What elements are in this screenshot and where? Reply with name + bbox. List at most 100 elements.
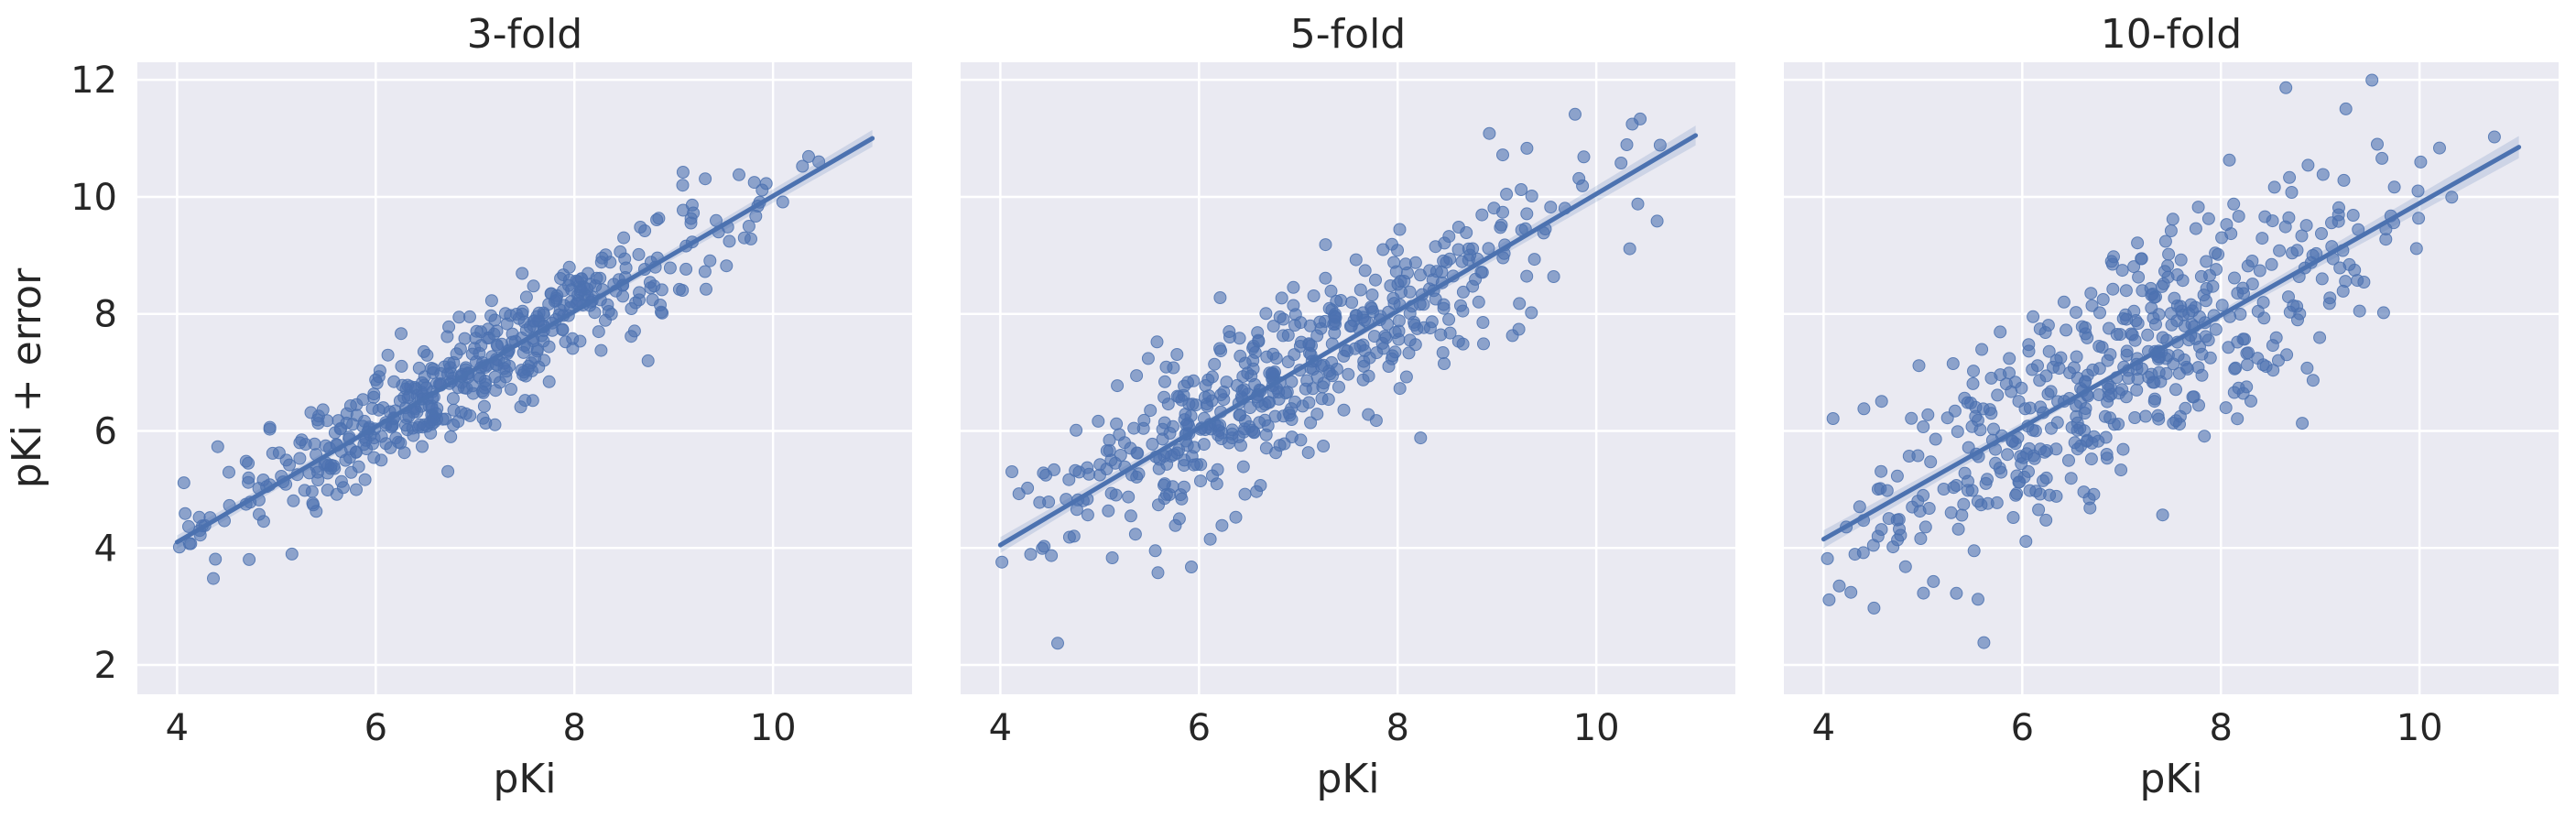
scatter-point (1104, 486, 1118, 500)
scatter-point (2145, 367, 2158, 381)
scatter-point (285, 547, 299, 561)
scatter-point (2045, 421, 2058, 435)
scatter-point (2387, 180, 2401, 194)
scatter-point (2162, 247, 2176, 261)
scatter-point (1898, 560, 1912, 573)
scatter-point (1918, 520, 1932, 534)
scatter-points (995, 107, 1667, 650)
scatter-point (2041, 387, 2055, 401)
scatter-point (1425, 315, 1439, 329)
scatter-point (2242, 346, 2255, 360)
scatter-point (1070, 423, 1083, 437)
scatter-point (1472, 295, 1485, 309)
scatter-point (1975, 343, 1989, 356)
scatter-point (2445, 191, 2459, 204)
scatter-point (1544, 201, 1558, 214)
scatter-point (1260, 350, 1274, 364)
scatter-point (577, 280, 591, 294)
scatter-point (2315, 272, 2329, 286)
x-axis-label: pKi (493, 756, 556, 802)
scatter-point (2128, 411, 2142, 424)
scatter-point (2189, 222, 2202, 235)
scatter-point (2115, 264, 2129, 278)
scatter-point (308, 437, 321, 451)
scatter-point (604, 307, 618, 321)
scatter-point (2282, 211, 2296, 224)
scatter-point (2273, 244, 2287, 257)
scatter-point (633, 286, 647, 300)
scatter-point (1210, 477, 1223, 491)
scatter-point (2131, 236, 2145, 250)
scatter-point (1111, 379, 1125, 393)
scatter-point (1993, 462, 2006, 475)
scatter-point (1141, 352, 1155, 365)
scatter-point (1981, 496, 1994, 510)
scatter-point (2157, 277, 2170, 290)
scatter-point (1527, 253, 1541, 267)
scatter-point (360, 442, 374, 455)
scatter-point (478, 381, 492, 395)
scatter-point (527, 279, 540, 293)
scatter-point (2173, 409, 2187, 423)
scatter-point (2376, 306, 2390, 320)
scatter-point (1287, 280, 1300, 294)
scatter-point (182, 519, 195, 533)
scatter-point (1124, 441, 1137, 455)
scatter-point (2201, 212, 2215, 225)
scatter-point (1152, 462, 1166, 475)
scatter-point (1525, 306, 1538, 320)
scatter-point (2070, 306, 2082, 320)
scatter-point (2166, 212, 2179, 226)
scatter-point (2116, 442, 2130, 456)
scatter-point (1187, 458, 1201, 472)
scatter-point (1277, 312, 1290, 326)
scatter-point (1128, 528, 1142, 541)
scatter-point (1977, 636, 1991, 649)
scatter-point (1917, 488, 1930, 502)
scatter-point (1039, 468, 1053, 482)
scatter-point (796, 159, 810, 173)
scatter-point (542, 375, 556, 388)
scatter-point (1547, 270, 1560, 283)
scatter-point (1442, 312, 1456, 326)
scatter-point (1181, 376, 1194, 389)
scatter-point (1442, 230, 1456, 244)
scatter-point (1957, 497, 1971, 511)
scatter-point (1307, 289, 1321, 302)
scatter-point (1081, 508, 1094, 522)
y-tick-label: 10 (71, 177, 117, 219)
scatter-point (1906, 500, 1919, 514)
scatter-point (2015, 457, 2028, 471)
scatter-point (1999, 377, 2013, 391)
scatter-point (699, 172, 712, 186)
scatter-point (2412, 212, 2426, 225)
y-tick-label: 8 (94, 294, 117, 336)
scatter-point (1179, 408, 1192, 421)
scatter-point (1259, 307, 1273, 321)
scatter-point (2148, 392, 2162, 406)
scatter-point (1127, 421, 1141, 435)
scatter-point (1012, 487, 1026, 501)
scatter-point (223, 465, 235, 479)
scatter-point (266, 446, 279, 460)
scatter-point (1496, 148, 1509, 162)
scatter-point (1476, 316, 1490, 329)
scatter-point (2333, 261, 2347, 275)
scatter-point (2209, 322, 2223, 336)
scatter-point (2316, 168, 2330, 181)
scatter-point (1955, 508, 1969, 522)
scatter-point (1987, 422, 2000, 436)
scatter-point (2064, 472, 2078, 485)
scatter-point (1357, 359, 1371, 373)
scatter-point (1246, 339, 1260, 353)
scatter-point (656, 306, 669, 320)
scatter-point (2199, 294, 2212, 308)
scatter-point (2255, 232, 2269, 245)
scatter-point (1403, 333, 1417, 347)
scatter-point (1212, 429, 1225, 442)
scatter-point (436, 412, 450, 426)
scatter-point (2139, 409, 2152, 423)
scatter-point (2052, 362, 2066, 376)
scatter-point (1867, 601, 1881, 615)
scatter-point (2236, 332, 2250, 346)
